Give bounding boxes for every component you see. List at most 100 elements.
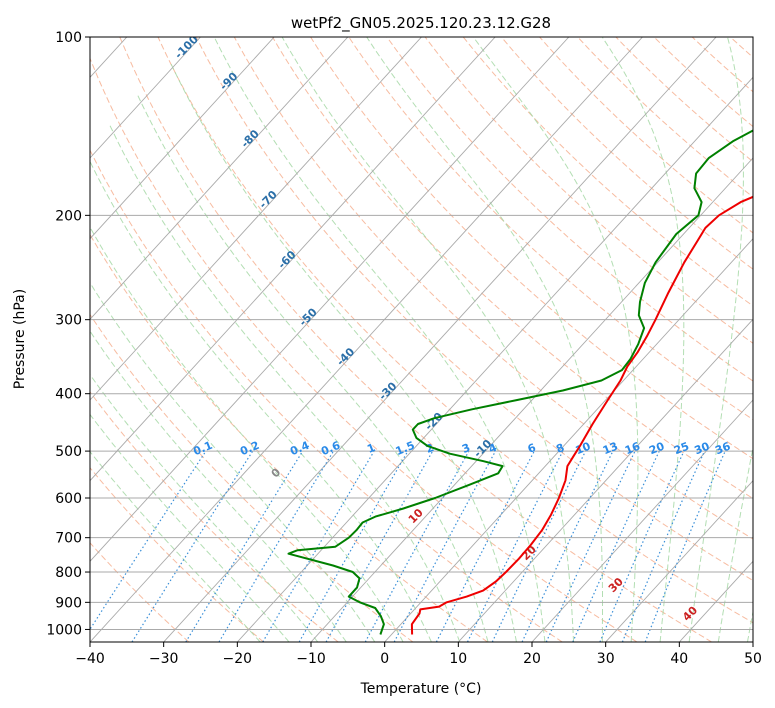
moist-adiabat: [90, 373, 319, 642]
isobar-grid: [90, 37, 753, 630]
mixing-ratio-line: [621, 450, 706, 642]
y-tick-label: 900: [55, 595, 82, 611]
x-tick-label: −10: [296, 651, 326, 667]
moist-adiabat: [472, 37, 639, 642]
x-tick-label: 40: [670, 651, 688, 667]
mixing-ratio-label: 30: [692, 439, 711, 457]
mixing-ratio-line: [298, 450, 409, 642]
x-tick-label: 20: [523, 651, 541, 667]
moist-adiabat: [108, 123, 461, 642]
dewpoint-profile: [287, 129, 753, 635]
x-tick-label: −20: [223, 651, 253, 667]
isotherm: [531, 399, 753, 642]
x-axis-label: Temperature (°C): [360, 681, 482, 697]
chart-title: wetPf2_GN05.2025.120.23.12.G28: [291, 14, 551, 33]
moist-adiabat: [90, 450, 261, 642]
mixing-ratio-label: 13: [601, 440, 620, 458]
mixing-ratio-line: [185, 450, 304, 642]
moist-adiabat: [90, 281, 376, 642]
isotherm: [90, 37, 496, 482]
sounding-profiles: [287, 129, 753, 635]
dry-adiabat: [462, 37, 753, 307]
moist-adiabat: [717, 444, 753, 642]
mixing-ratio-line: [521, 450, 614, 642]
mixing-ratio-line: [545, 450, 636, 642]
background-lines: [90, 37, 753, 642]
line-labels: 0.1 0.2 0.4 0.6 1 1.5 2 3 4 6 8 10 13 16 20 25 30 36-100-…: [172, 37, 732, 624]
moist-adiabat: [169, 61, 517, 642]
mixing-ratio-line: [491, 450, 587, 642]
dry-adiabat: [90, 313, 414, 642]
isotherm: [163, 37, 717, 642]
mixing-ratio-line: [218, 450, 335, 642]
moist-adiabat: [281, 37, 575, 642]
moist-adiabat: [366, 37, 603, 642]
isotherm: [310, 157, 753, 642]
y-tick-label: 500: [55, 444, 82, 460]
x-tick-label: −30: [149, 651, 179, 667]
moist-adiabat: [90, 160, 432, 642]
dry-adiabat: [195, 37, 753, 582]
mixing-ratio-label: 25: [672, 440, 691, 458]
isotherm: [90, 37, 643, 642]
isotherm: [90, 37, 349, 321]
isotherm: [605, 479, 753, 642]
mixing-ratio-line: [325, 450, 434, 642]
mixing-ratio-label: 8: [554, 441, 566, 456]
y-tick-label: 600: [55, 491, 82, 507]
plot-frame: [89, 36, 754, 643]
x-tick-label: 50: [744, 651, 762, 667]
dry-adiabat: [90, 466, 264, 642]
mixing-ratio-label: 1: [365, 441, 377, 456]
isotherm: [237, 76, 753, 642]
y-axis: 100 200 300 400 500 600 700 800 900 1000: [46, 30, 90, 638]
dry-adiabat: [157, 37, 753, 624]
moist-adiabat: [90, 330, 347, 642]
y-tick-label: 400: [55, 387, 82, 403]
isotherm: [90, 37, 422, 401]
dry-adiabat: [90, 149, 563, 642]
mixing-ratio-line: [572, 450, 660, 642]
dry-adiabat: [90, 233, 488, 642]
dry-adiabat: [90, 391, 339, 642]
mixing-ratio-label: 20: [647, 439, 666, 457]
y-tick-label: 200: [55, 208, 82, 224]
isotherm: [90, 37, 275, 240]
dry-adiabat: [119, 37, 712, 642]
isotherm: [90, 37, 201, 159]
x-axis: −40 −30 −20 −10 0 10 20 30 40 50: [75, 642, 762, 667]
moist-adiabat: [213, 37, 546, 642]
mixing-ratio-label: 16: [623, 439, 642, 457]
mixing-ratio-label: 10: [573, 439, 592, 457]
mixing-ratio-line: [262, 450, 375, 642]
moist-adiabat: [601, 37, 685, 642]
y-tick-label: 700: [55, 531, 82, 547]
mixing-ratio-line: [131, 450, 254, 642]
mixing-ratio-label: 36: [713, 439, 732, 457]
dry-adiabat: [272, 37, 753, 500]
mixing-ratio-line: [364, 450, 470, 642]
isotherm: [384, 237, 753, 642]
x-tick-label: 10: [449, 651, 467, 667]
y-tick-label: 100: [55, 30, 82, 46]
dry-adiabat: [90, 57, 638, 642]
x-tick-label: −40: [75, 651, 105, 667]
dry-adiabat: [424, 37, 753, 344]
moist-adiabat: [688, 37, 744, 642]
isotherm: [458, 318, 753, 642]
moist-adiabat: [136, 94, 489, 642]
x-tick-label: 30: [597, 651, 615, 667]
mixing-ratio-label: 2: [424, 441, 436, 456]
y-tick-label: 800: [55, 565, 82, 581]
mixing-ratio-label: 3: [460, 441, 472, 456]
y-tick-label: 300: [55, 313, 82, 329]
x-tick-label: 0: [380, 651, 389, 667]
mixing-ratio-line: [644, 450, 726, 642]
moist-adiabat: [90, 413, 290, 642]
isotherm: [90, 37, 570, 563]
y-tick-label: 1000: [46, 622, 82, 638]
dry-adiabat: [233, 37, 753, 540]
moist-adiabat: [90, 226, 404, 642]
